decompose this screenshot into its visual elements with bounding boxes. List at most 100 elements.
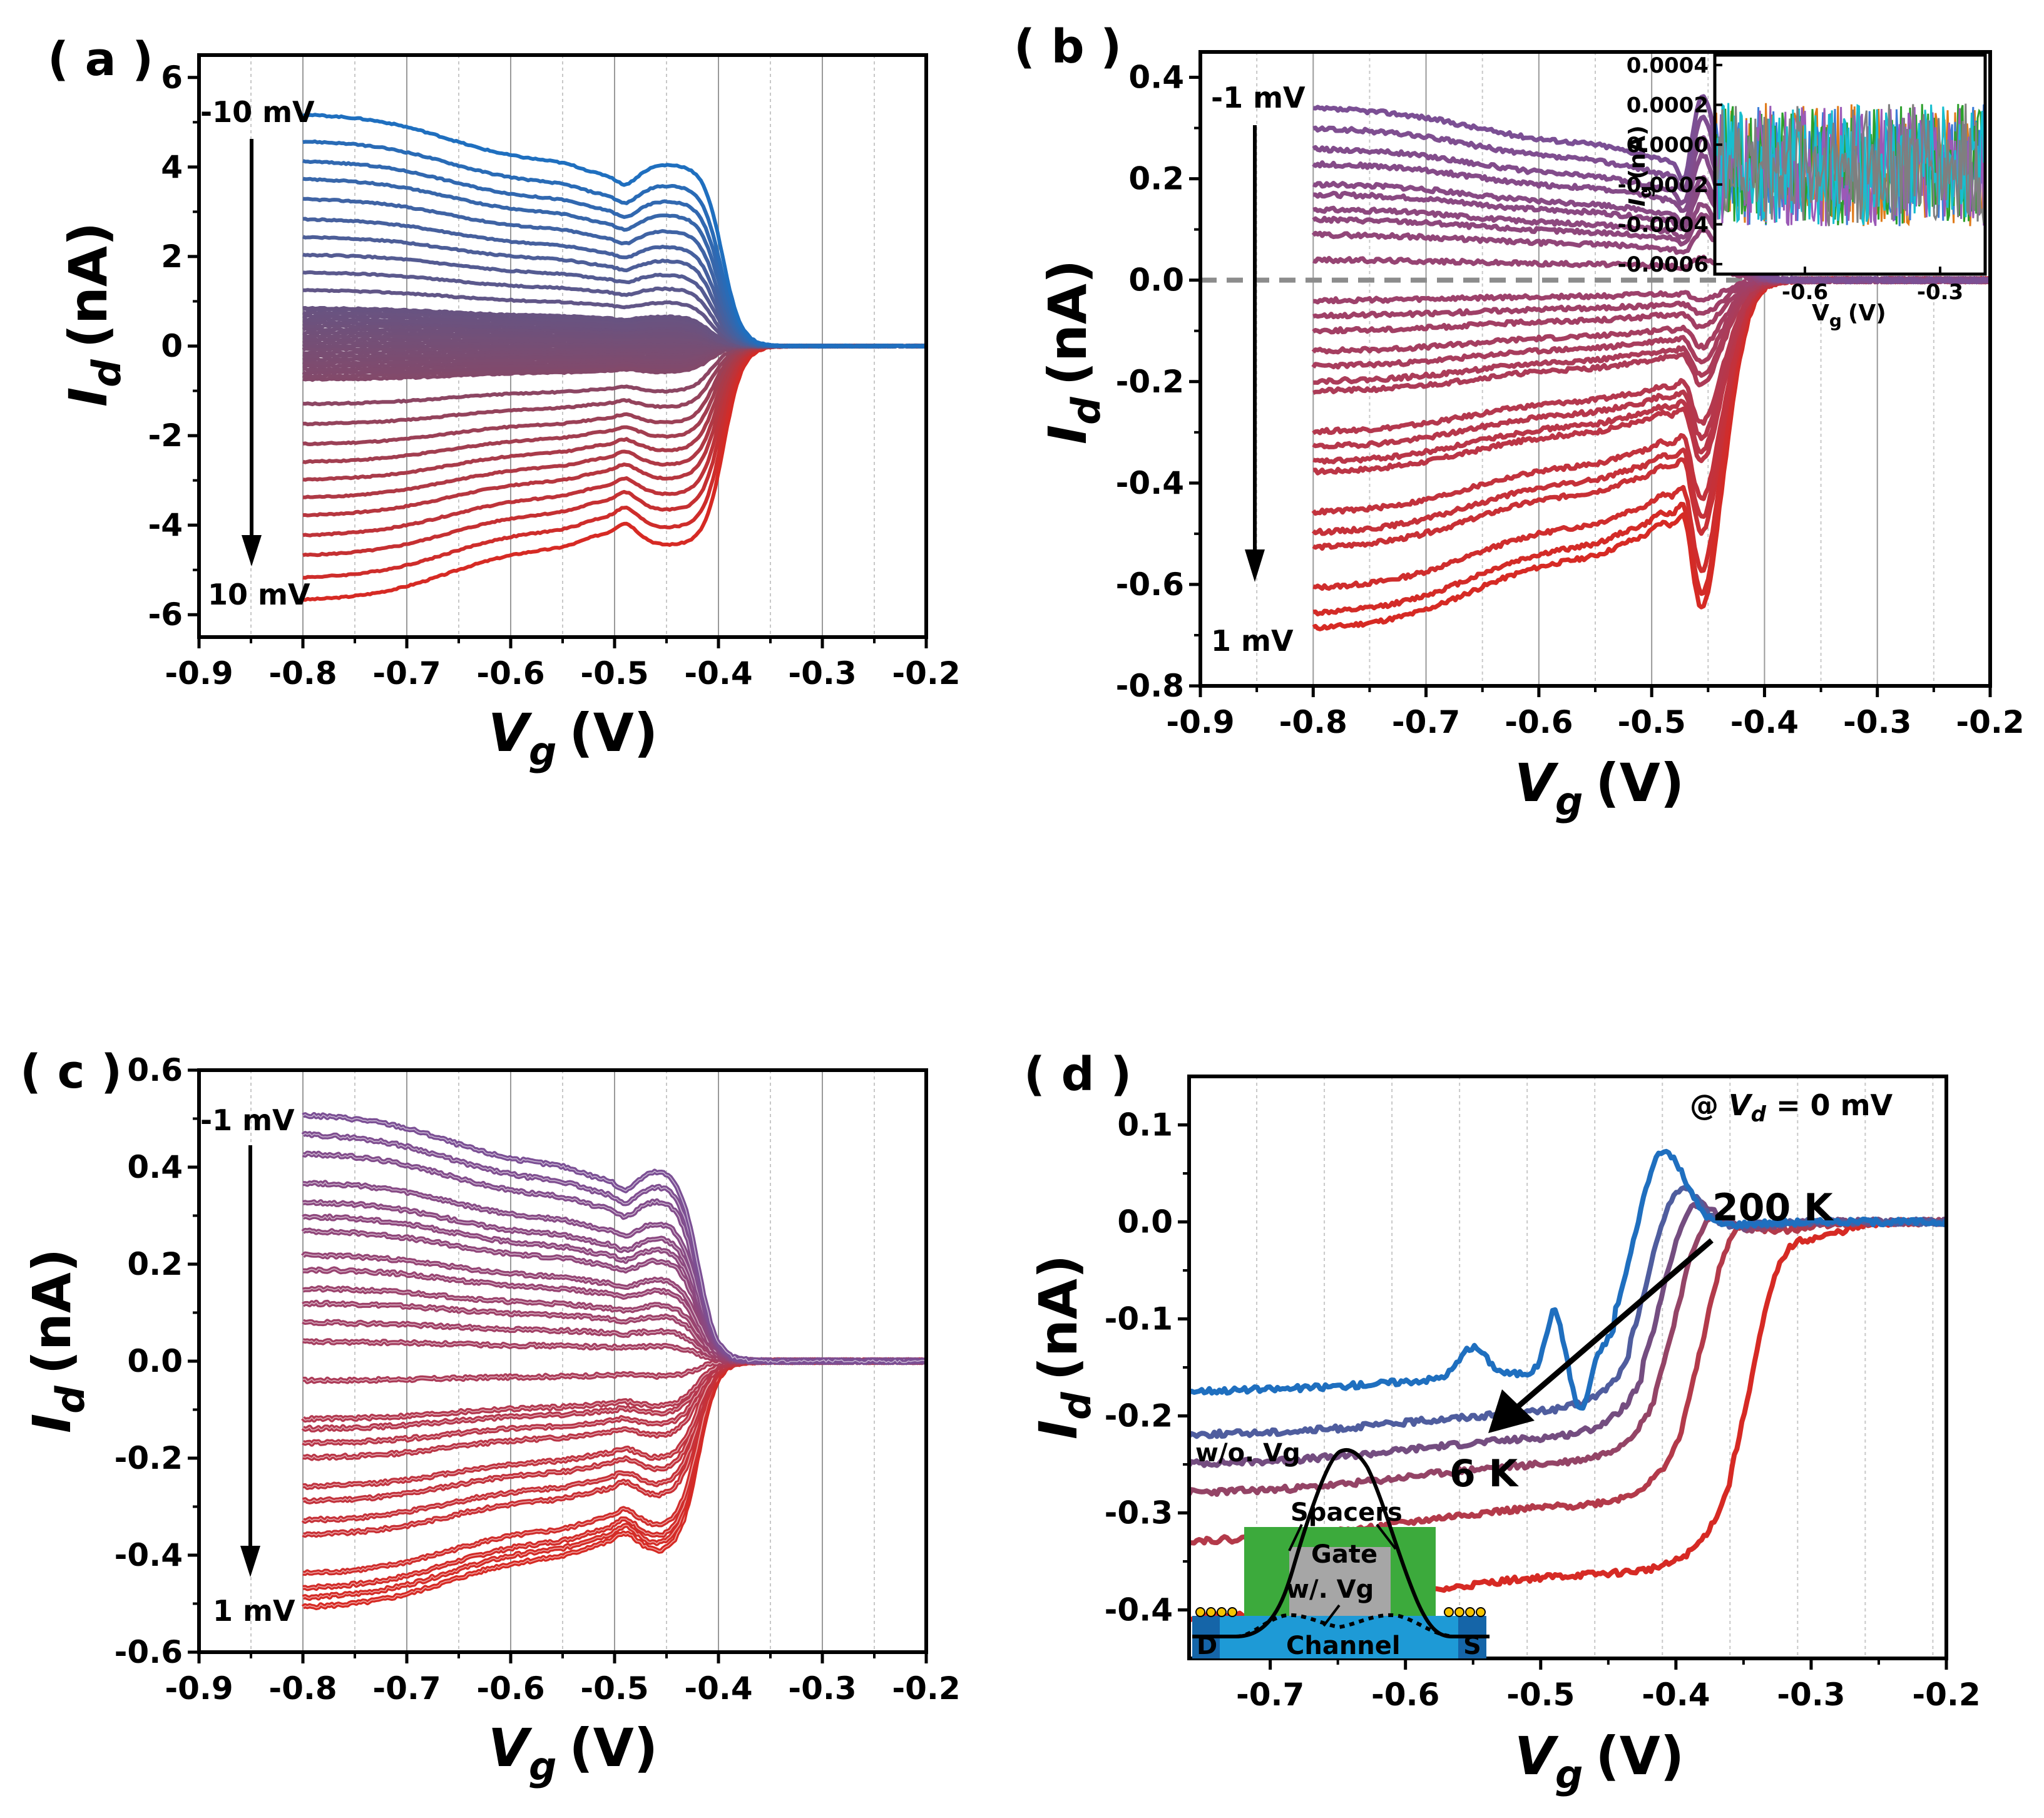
panel-c-y-tick-label: -0.2: [115, 1440, 183, 1476]
panel-c-x-tick-label: -0.4: [684, 1670, 752, 1707]
diagram-contact-dot: [1206, 1607, 1216, 1617]
panel-b-inset-xlabel-unit: (V): [1848, 300, 1886, 326]
panel-c-ylabel-unit: (nA): [21, 1249, 83, 1375]
panel-c-x-tick-label: -0.9: [165, 1670, 233, 1707]
panel-d: -0.7 -0.6 -0.5 -0.4 -0.3 -0.2 -0.4 -0.3 -0.2 -0.1…: [1024, 1048, 1981, 1797]
panel-d-ylabel: Id (nA): [1028, 1255, 1100, 1439]
panel-a-series-line: [302, 113, 926, 349]
panel-a-y-tick-label: -6: [148, 596, 183, 633]
panel-b-x-tick-label: -0.6: [1505, 704, 1573, 740]
panel-b-ylabel-sub: d: [1063, 397, 1109, 425]
panel-b-inset-y-tick-label: -0.0006: [1618, 252, 1709, 277]
diagram-contact-dot: [1227, 1607, 1237, 1617]
panel-d-series-t2: [1189, 1217, 1946, 1546]
panel-a-y-tick-label: -4: [148, 507, 183, 543]
panel-c-label: ( c ): [20, 1045, 122, 1099]
panel-c-xlabel-unit: (V): [569, 1717, 658, 1779]
panel-d-ylabel-var: I: [1028, 1420, 1089, 1439]
panel-d-condition: @ Vd = 0 mV: [1690, 1088, 1893, 1127]
panel-a-xlabel-var: V: [488, 702, 533, 763]
panel-c: -0.9 -0.8 -0.7 -0.6 -0.5 -0.4 -0.3 -0.2 -0.6 -0.4…: [20, 1045, 961, 1789]
diagram-spacers-pointer-right: [1376, 1523, 1397, 1550]
panel-b-xlabel-sub: g: [1555, 779, 1583, 824]
panel-d-x-tick-label: -0.7: [1236, 1677, 1304, 1713]
diagram-label-channel: Channel: [1286, 1632, 1401, 1660]
panel-b-inset-ylabel: Ig (nA): [1625, 125, 1655, 207]
panel-d-ticks: -0.7 -0.6 -0.5 -0.4 -0.3 -0.2 -0.4 -0.3 -0.2 -0.1…: [1105, 1107, 1981, 1713]
panel-d-xlabel-unit: (V): [1595, 1725, 1684, 1787]
panel-d-x-tick-label: -0.4: [1642, 1677, 1710, 1713]
panel-a-annotation-bottom: 10 mV: [208, 578, 310, 611]
panel-a-ticks: -0.9 -0.8 -0.7 -0.6 -0.5 -0.4 -0.3 -0.2 -6 -4 -2 0 2…: [148, 59, 960, 692]
panel-d-xlabel-sub: g: [1555, 1752, 1583, 1797]
panel-d-y-tick-label: -0.2: [1105, 1398, 1173, 1434]
panel-d-y-tick-label: 0.1: [1117, 1107, 1173, 1143]
panel-b-y-tick-label: 0.0: [1128, 262, 1184, 299]
panel-b-ylabel-var: I: [1037, 425, 1098, 444]
panel-a-y-tick-label: 0: [161, 328, 183, 364]
panel-a-x-tick-label: -0.6: [476, 655, 544, 692]
panel-b-inset-x-tick-label: -0.3: [1917, 280, 1963, 305]
panel-b-x-tick-label: -0.5: [1617, 704, 1685, 740]
panel-b-y-tick-label: 0.4: [1128, 59, 1184, 96]
panel-d-x-tick-label: -0.2: [1912, 1677, 1980, 1713]
panel-b-inset-xlabel-var: V: [1812, 300, 1829, 326]
panel-b-inset-y-tick-label: -0.0002: [1618, 173, 1709, 198]
panel-c-x-tick-label: -0.7: [372, 1670, 441, 1707]
panel-d-y-tick-label: 0.0: [1117, 1204, 1173, 1240]
panel-b-label: ( b ): [1014, 20, 1122, 74]
panel-b-ylabel: Id (nA): [1037, 260, 1109, 444]
panel-d-condition-sub: d: [1751, 1102, 1767, 1127]
panel-b-inset-series-line: [1715, 103, 1985, 227]
panel-c-y-tick-label: 0.2: [127, 1246, 183, 1282]
panel-d-xlabel-var: V: [1515, 1725, 1559, 1787]
panel-b-xlabel-var: V: [1515, 752, 1559, 814]
panel-a-ylabel-sub: d: [84, 359, 130, 387]
panel-d-ylabel-unit: (nA): [1028, 1255, 1089, 1381]
diagram-contact-dots: [1195, 1607, 1486, 1617]
panel-c-y-tick-label: 0.6: [127, 1052, 183, 1088]
panel-c-x-tick-label: -0.2: [892, 1670, 960, 1707]
panel-b-inset-y-tick-label: 0.0004: [1627, 53, 1709, 78]
panel-d-condition-value: = 0 mV: [1766, 1088, 1893, 1122]
panel-b-y-tick-label: -0.4: [1116, 465, 1184, 501]
panel-d-temperature-arrowhead: [1488, 1389, 1535, 1433]
panel-a-ylabel: Id (nA): [58, 222, 130, 407]
panel-b-inset-ylabel-var: I: [1625, 198, 1650, 207]
diagram-spacers-pointer-left: [1288, 1524, 1303, 1551]
panel-d-diagram: w/o. Vg Spacers Gate w/. Vg Channel D S: [1192, 1439, 1490, 1660]
panel-c-x-tick-label: -0.5: [580, 1670, 648, 1707]
panel-b-x-tick-label: -0.9: [1166, 704, 1234, 740]
diagram-label-with-vg: w/. Vg: [1286, 1575, 1374, 1604]
panel-a-ylabel-var: I: [58, 387, 119, 407]
panel-a-ylabel-unit: (nA): [58, 222, 119, 349]
panel-a-label: ( a ): [48, 33, 153, 86]
panel-c-y-tick-label: -0.6: [115, 1634, 183, 1670]
panel-b-series-line: [1312, 94, 1990, 285]
diagram-contact-dot: [1476, 1607, 1486, 1617]
panel-b-series: [1311, 94, 1990, 631]
panel-b-inset-xlabel: Vg (V): [1812, 300, 1886, 331]
panel-c-y-tick-label: 0.0: [127, 1343, 183, 1379]
panel-a-x-tick-label: -0.7: [372, 655, 441, 692]
panel-a: -0.9 -0.8 -0.7 -0.6 -0.5 -0.4 -0.3 -0.2 -6 -4 -2 0 2…: [48, 33, 961, 774]
panel-d-ylabel-sub: d: [1054, 1392, 1100, 1420]
panel-b-inset-y-tick-label: 0.0002: [1627, 93, 1709, 118]
panel-b-x-tick-label: -0.3: [1843, 704, 1911, 740]
panel-b-y-tick-label: 0.2: [1128, 161, 1184, 197]
panel-c-annotation-bottom: 1 mV: [213, 1594, 295, 1628]
panel-c-series-line-highlight: [302, 1113, 926, 1364]
panel-c-xlabel-sub: g: [529, 1744, 556, 1789]
panel-b-y-tick-label: -0.8: [1116, 668, 1184, 704]
panel-a-series: [302, 113, 926, 602]
panel-b-inset-x-tick-label: -0.6: [1782, 280, 1828, 305]
diagram-barrier-without-vg: [1192, 1448, 1490, 1638]
panel-c-x-tick-label: -0.8: [268, 1670, 337, 1707]
panel-c-xlabel-var: V: [488, 1717, 533, 1779]
panel-c-ticks: -0.9 -0.8 -0.7 -0.6 -0.5 -0.4 -0.3 -0.2 -0.6 -0.4…: [115, 1052, 961, 1707]
panel-b-inset-xlabel-sub: g: [1829, 310, 1842, 331]
panel-a-xlabel-unit: (V): [569, 702, 658, 763]
panel-b-x-tick-label: -0.4: [1730, 704, 1799, 740]
diagram-contact-dot: [1195, 1607, 1205, 1617]
